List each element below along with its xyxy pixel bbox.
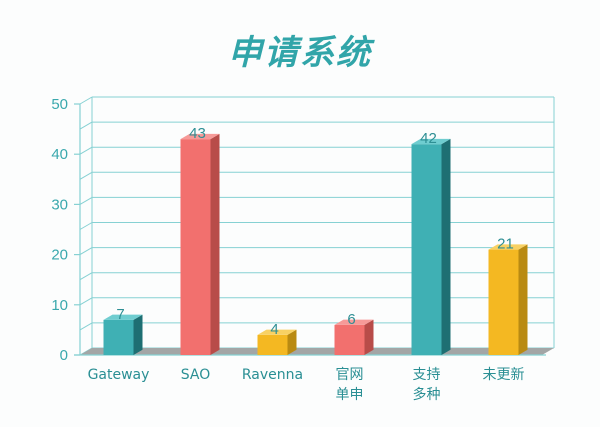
bar-2: 4 [257, 321, 297, 355]
gridline-depth [79, 121, 93, 130]
bar [488, 249, 519, 355]
y-tick-label: 30 [51, 196, 68, 213]
y-tick-label: 10 [51, 297, 68, 314]
x-category-label: 支持多种 [413, 367, 441, 403]
gridline-depth [79, 196, 93, 205]
chart-floor [74, 348, 554, 356]
gridline-depth [79, 297, 93, 306]
gridline-depth [79, 247, 93, 256]
bar [103, 319, 134, 355]
y-tick-label: 20 [51, 247, 68, 264]
bar-5: 21 [488, 236, 528, 355]
bar-top [411, 138, 451, 145]
bar-1: 43 [180, 125, 220, 355]
x-category-label: Ravenna [242, 367, 303, 383]
bar-value-label: 6 [347, 311, 355, 328]
bar-3: 6 [334, 311, 374, 355]
bar-top [334, 319, 374, 325]
bar-value-label: 43 [189, 125, 206, 142]
bar-value-label: 42 [420, 130, 437, 147]
y-tick-label: 50 [51, 96, 68, 113]
chart-title: 申请系统 [228, 33, 375, 73]
bar-side [210, 133, 220, 355]
bar-top [103, 314, 143, 320]
bar-top [180, 133, 220, 140]
bars: 7 43 4 6 42 21 [103, 125, 528, 355]
x-category-label: SAO [181, 367, 211, 383]
gridline-depth [79, 272, 93, 281]
x-category-label: Gateway [88, 367, 150, 383]
gridline-depth [79, 96, 93, 105]
bar-side [287, 329, 297, 355]
bar [334, 324, 365, 355]
bar-top [488, 244, 528, 250]
bar-side [441, 138, 451, 355]
bar-value-label: 21 [497, 236, 514, 253]
gridline-depth [79, 171, 93, 180]
bar-value-label: 7 [116, 306, 124, 323]
gridline-depth [79, 146, 93, 155]
y-tick-label: 0 [60, 347, 68, 364]
gridline-depth [79, 322, 93, 331]
bar [257, 334, 288, 355]
y-axis-ticks: 0 10 20 30 40 50 [51, 96, 80, 364]
grid [79, 96, 555, 356]
x-axis-categories: Gateway SAO Ravenna 官网单申 支持多种 未更新 [88, 367, 525, 403]
bar-top [257, 329, 297, 335]
bar-0: 7 [103, 306, 143, 355]
bar-side [133, 314, 143, 355]
bar [180, 139, 211, 355]
bar-side [364, 319, 374, 355]
x-category-label: 官网单申 [336, 367, 364, 403]
bar-value-label: 4 [270, 321, 278, 338]
bar-side [518, 244, 528, 355]
gridline-depth [79, 222, 93, 230]
bar [411, 144, 442, 355]
x-category-label: 未更新 [483, 367, 525, 383]
floor-top [80, 348, 554, 355]
y-tick-label: 40 [51, 146, 68, 163]
bar-4: 42 [411, 130, 451, 355]
